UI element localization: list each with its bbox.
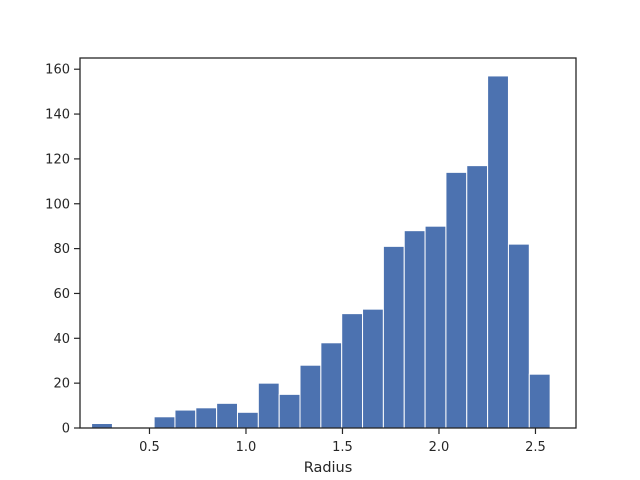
histogram-bar [174, 409, 197, 429]
histogram-bar [466, 165, 489, 429]
histogram-bar [91, 423, 113, 429]
y-tick-label: 100 [45, 197, 70, 212]
x-tick-label: 2.0 [429, 440, 450, 455]
y-tick-label: 120 [45, 152, 70, 167]
x-tick-label: 1.0 [236, 440, 257, 455]
y-tick-label: 80 [53, 242, 70, 257]
x-axis-label: Radius [304, 460, 353, 476]
histogram-bar [362, 308, 384, 429]
x-tick-label: 1.5 [332, 440, 353, 455]
histogram-bar [528, 373, 551, 429]
histogram-bar [320, 342, 343, 429]
histogram-bar [216, 402, 238, 429]
histogram-bar [153, 416, 176, 429]
y-tick-label: 40 [53, 332, 70, 347]
y-tick-label: 140 [45, 108, 70, 123]
histogram-bar [403, 230, 426, 429]
histogram-bar [341, 313, 364, 429]
histogram-bar [278, 393, 301, 429]
y-tick-label: 160 [45, 63, 70, 78]
x-axis-ticks: 0.5 1.0 1.5 2.0 2.5 [139, 428, 546, 455]
y-tick-label: 0 [62, 422, 70, 437]
histogram-bar [507, 243, 530, 429]
y-tick-label: 60 [53, 287, 70, 302]
histogram-bar [257, 382, 280, 429]
histogram-bar [445, 171, 468, 429]
histogram-bar [195, 407, 218, 429]
histogram-bar [382, 245, 405, 429]
y-axis-ticks: 0 20 40 60 80 100 120 140 160 [45, 63, 80, 437]
bars-group [91, 75, 551, 429]
histogram-bar [299, 364, 322, 429]
axes-frame [79, 57, 577, 429]
histogram-bar [424, 225, 447, 429]
x-tick-label: 2.5 [525, 440, 546, 455]
x-tick-label: 0.5 [139, 440, 160, 455]
histogram-bar [487, 75, 509, 429]
histogram-bar [236, 411, 259, 429]
y-tick-label: 20 [53, 377, 70, 392]
